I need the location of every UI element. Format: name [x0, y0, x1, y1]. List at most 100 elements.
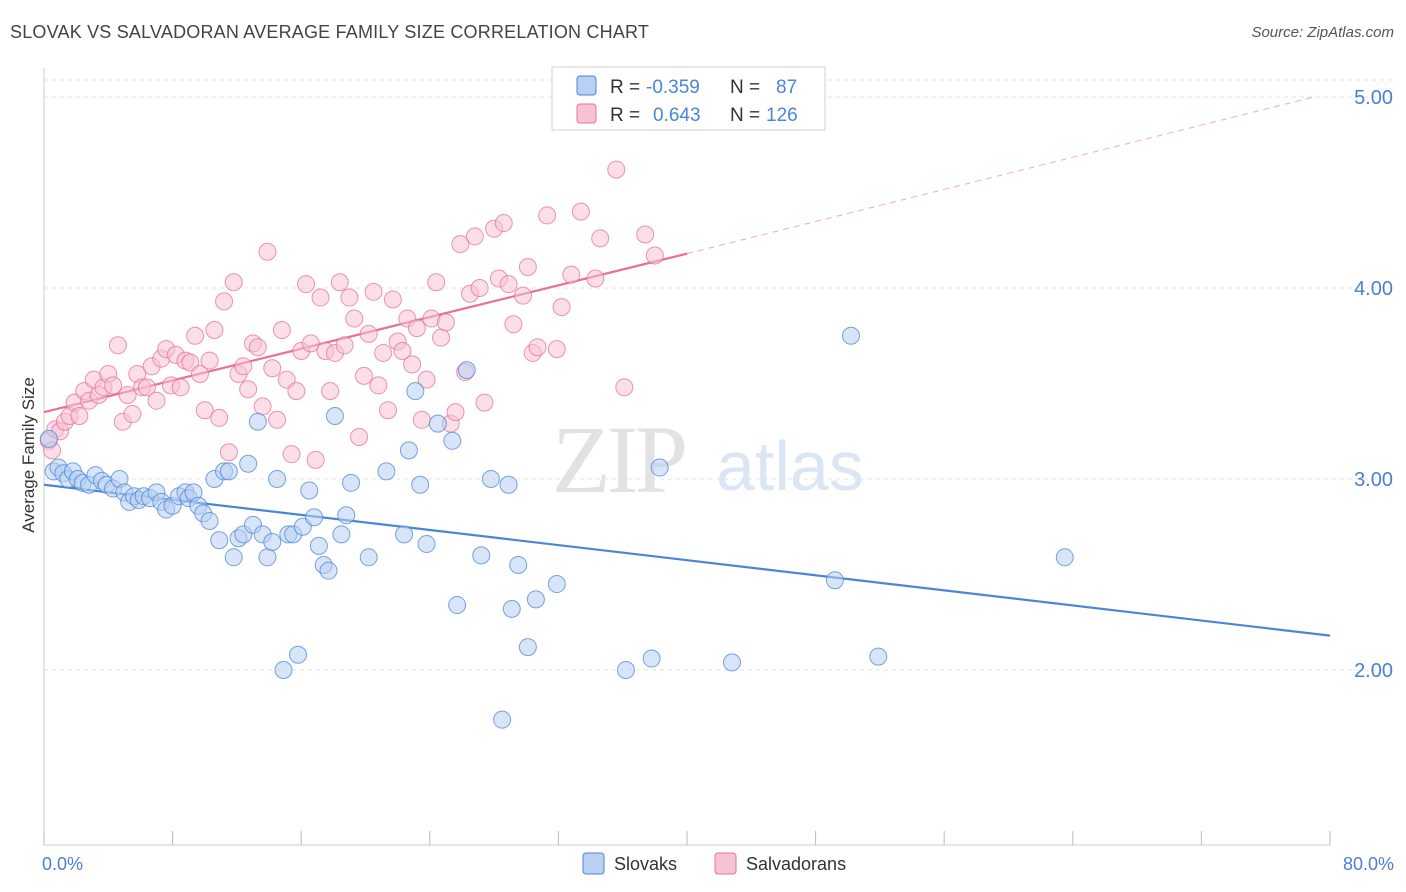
legend-bottom-slovak-swatch [582, 852, 605, 875]
salvadoran-point [359, 324, 378, 343]
legend-salvadoran-n-value: 126 [766, 105, 798, 126]
salvadoran-point [108, 336, 127, 355]
slovak-point [417, 534, 436, 553]
slovak-point [258, 548, 277, 567]
salvadoran-point [297, 275, 316, 294]
slovak-point [309, 536, 328, 555]
salvadoran-point [195, 401, 214, 420]
salvadoran-point [224, 273, 243, 292]
salvadoran-point [345, 309, 364, 328]
salvadoran-point [330, 273, 349, 292]
legend-salvadoran-r-value: 0.643 [653, 105, 701, 126]
legend-slovak-r-label: R = [610, 77, 640, 98]
legend-slovak-r-value: -0.359 [646, 77, 700, 98]
salvadoran-point [475, 393, 494, 412]
salvadoran-point [104, 376, 123, 395]
salvadoran-point [205, 321, 224, 340]
salvadoran-point [190, 364, 209, 383]
salvadoran-point [528, 338, 547, 357]
slovak-point [239, 454, 258, 473]
slovak-point [493, 710, 512, 729]
salvadoran-point [446, 403, 465, 422]
trend-line-extension [686, 96, 1315, 255]
slovak-point [825, 571, 844, 590]
salvadoran-point [547, 340, 566, 359]
slovak-point [616, 661, 635, 679]
slovak-point [332, 525, 351, 544]
slovak-point [502, 599, 521, 618]
salvadoran-point [379, 401, 398, 420]
salvadoran-point [215, 292, 234, 311]
slovak-point [288, 645, 307, 664]
slovak-point [263, 533, 282, 552]
salvadoran-point [645, 246, 664, 265]
salvadoran-point [272, 321, 291, 340]
slovak-point [219, 462, 238, 481]
salvadoran-point [147, 391, 166, 410]
salvadoran-point [306, 450, 325, 469]
salvadoran-point [219, 443, 238, 462]
legend-salvadoran-r-label: R = [610, 105, 640, 126]
y-tick-label: 2.00 [1354, 660, 1393, 682]
salvadoran-point [277, 370, 296, 389]
salvadoran-point [234, 357, 253, 376]
legend-bottom-salvadoran-label: Salvadorans [746, 854, 846, 874]
watermark-zip: ZIP [552, 406, 685, 513]
slovak-point [526, 590, 545, 609]
slovak-point [443, 431, 462, 450]
slovak-point [472, 546, 491, 565]
salvadoran-point [538, 206, 557, 225]
slovak-point [411, 475, 430, 494]
salvadoran-point [282, 445, 301, 464]
slovak-point [499, 475, 518, 494]
slovak-point [448, 596, 467, 615]
y-tick-label: 3.00 [1354, 469, 1393, 491]
slovak-point [457, 361, 476, 380]
watermark-atlas: atlas [716, 427, 864, 505]
salvadoran-point [181, 353, 200, 372]
salvadoran-point [586, 269, 605, 288]
salvadoran-point [350, 427, 369, 446]
salvadoran-point [562, 265, 581, 284]
salvadoran-point [123, 405, 142, 424]
salvadoran-point [186, 326, 205, 345]
salvadoran-point [354, 366, 373, 385]
slovak-point [39, 429, 58, 448]
salvadoran-point [253, 397, 272, 416]
legend-salvadoran-swatch [576, 103, 597, 124]
y-tick-labels: 2.00 3.00 4.00 5.00 [1354, 87, 1393, 682]
salvadoran-point [636, 225, 655, 244]
salvadoran-point [118, 385, 137, 404]
slovak-point [337, 506, 356, 525]
slovak-point [547, 575, 566, 594]
legend-bottom-slovak-label: Slovaks [614, 854, 677, 874]
slovak-point [274, 661, 293, 679]
salvadoran-point [311, 288, 330, 307]
slovak-point [650, 458, 669, 477]
salvadoran-point [412, 410, 431, 429]
slovak-point [377, 462, 396, 481]
salvadoran-point [432, 328, 451, 347]
x-tick-label-max: 80.0% [1343, 854, 1394, 874]
salvadoran-point [258, 242, 277, 261]
slovak-point [359, 548, 378, 567]
legend-slovak-n-label: N = [730, 77, 760, 98]
axes [43, 68, 1331, 846]
salvadoran-point [171, 378, 190, 397]
chart-title: SLOVAK VS SALVADORAN AVERAGE FAMILY SIZE… [10, 22, 650, 42]
legend-salvadoran-n-label: N = [730, 105, 760, 126]
salvadoran-point [200, 351, 219, 370]
salvadoran-point [407, 319, 426, 338]
salvadoran-point [263, 359, 282, 378]
salvadoran-point [514, 286, 533, 305]
slovak-point [200, 512, 219, 531]
slovak-point [642, 649, 661, 668]
slovak-point [210, 531, 229, 550]
slovak-point [268, 470, 287, 488]
slovak-point [723, 653, 742, 672]
y-axis-title: Average Family Size [19, 377, 38, 533]
slovak-point [305, 508, 324, 527]
salvadoran-point [340, 288, 359, 307]
source-label: Source: ZipAtlas.com [1251, 24, 1394, 41]
